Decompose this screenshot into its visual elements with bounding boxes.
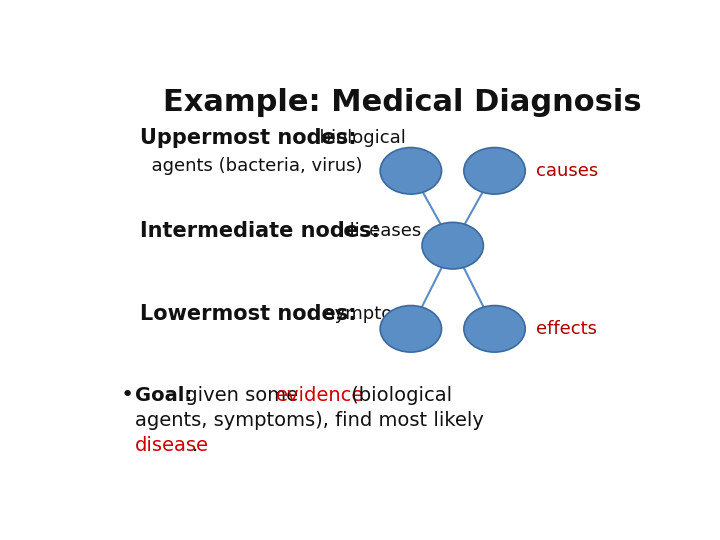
Text: causes: causes	[536, 162, 598, 180]
Ellipse shape	[464, 147, 526, 194]
Ellipse shape	[380, 306, 441, 352]
Text: agents, symptoms), find most likely: agents, symptoms), find most likely	[135, 411, 484, 430]
Text: given some: given some	[179, 386, 305, 405]
Text: Uppermost nodes:: Uppermost nodes:	[140, 127, 357, 147]
Text: effects: effects	[536, 320, 598, 338]
Text: agents (bacteria, virus): agents (bacteria, virus)	[140, 157, 363, 175]
Text: diseases: diseases	[326, 222, 421, 240]
Ellipse shape	[380, 147, 441, 194]
Text: Example: Medical Diagnosis: Example: Medical Diagnosis	[163, 87, 642, 117]
Text: Intermediate nodes:: Intermediate nodes:	[140, 221, 380, 241]
Text: Goal:: Goal:	[135, 386, 192, 405]
Text: •: •	[121, 386, 134, 406]
Ellipse shape	[464, 306, 526, 352]
Text: (biological: (biological	[345, 386, 451, 405]
Text: Lowermost nodes:: Lowermost nodes:	[140, 304, 357, 325]
Text: .: .	[192, 436, 198, 455]
Ellipse shape	[422, 222, 483, 269]
Text: biological: biological	[308, 129, 406, 146]
Text: evidence: evidence	[276, 386, 364, 405]
Text: symptoms: symptoms	[308, 305, 419, 323]
Text: disease: disease	[135, 436, 209, 455]
